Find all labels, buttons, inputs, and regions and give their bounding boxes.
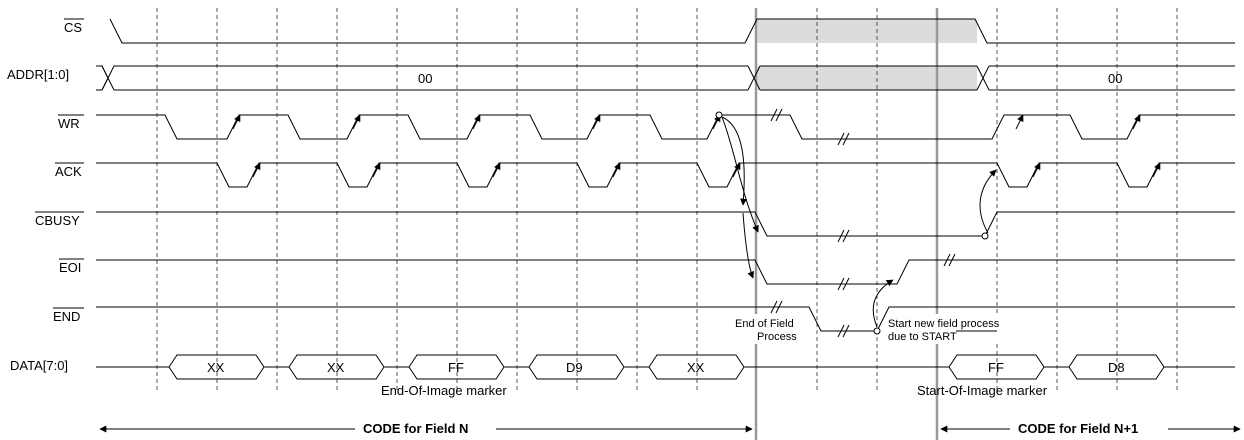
cbusy-event-dot [981, 232, 989, 240]
soi-marker-label: Start-Of-Image marker [917, 383, 1048, 398]
wr-breaks [770, 108, 850, 146]
data-value-2: XX [327, 360, 345, 375]
wr-waveform [96, 114, 1235, 140]
data-bus [96, 354, 1235, 380]
end-of-field-line1: End of Field [735, 318, 794, 330]
ack-waveform [96, 162, 1235, 188]
wr-event-dot [715, 111, 723, 119]
end-waveform [96, 306, 1235, 332]
grid-lines [156, 8, 1178, 392]
cbusy-waveform [96, 211, 1235, 237]
cs-idle-shade [755, 19, 977, 43]
end-breaks [770, 300, 850, 338]
data-value-6: FF [988, 360, 1004, 375]
field-n1-label: CODE for Field N+1 [1018, 421, 1138, 436]
data-value-1: XX [207, 360, 225, 375]
label-addr: ADDR[1:0] [7, 67, 69, 82]
eoi-waveform [96, 259, 1235, 285]
eoi-breaks [837, 253, 956, 291]
label-end: END [53, 309, 80, 324]
field-n-label: CODE for Field N [363, 421, 468, 436]
eoi-marker-label: End-Of-Image marker [381, 383, 507, 398]
end-of-field-label-bg [732, 314, 810, 344]
start-new-line2: due to START [888, 331, 957, 343]
label-eoi: EOI [59, 260, 81, 275]
label-wr: WR [58, 116, 80, 131]
wr-rise-arrows [232, 114, 1141, 130]
causality-arrows [721, 116, 997, 328]
addr-value-right: 00 [1108, 71, 1122, 86]
label-cs: CS [64, 20, 82, 35]
label-data: DATA[7:0] [10, 358, 68, 373]
cs-waveform [109, 18, 1235, 44]
addr-waveform [96, 65, 1235, 91]
signal-labels: CS ADDR[1:0] WR ACK CBUSY EOI END DATA[7… [7, 18, 84, 373]
cbusy-breaks [837, 229, 850, 243]
label-cbusy: CBUSY [35, 213, 80, 228]
addr-value-left: 00 [418, 71, 432, 86]
end-event-dot [873, 327, 881, 335]
data-value-3: FF [448, 360, 464, 375]
start-new-line1: Start new field process [888, 318, 1000, 330]
data-value-5: XX [687, 360, 705, 375]
data-value-4: D9 [566, 360, 583, 375]
label-ack: ACK [55, 164, 82, 179]
start-new-label-bg [886, 314, 1036, 344]
data-value-7: D8 [1108, 360, 1125, 375]
addr-idle-shade [755, 66, 977, 90]
ack-rise-arrows [252, 162, 1161, 178]
end-of-field-line2: Process [757, 331, 797, 343]
